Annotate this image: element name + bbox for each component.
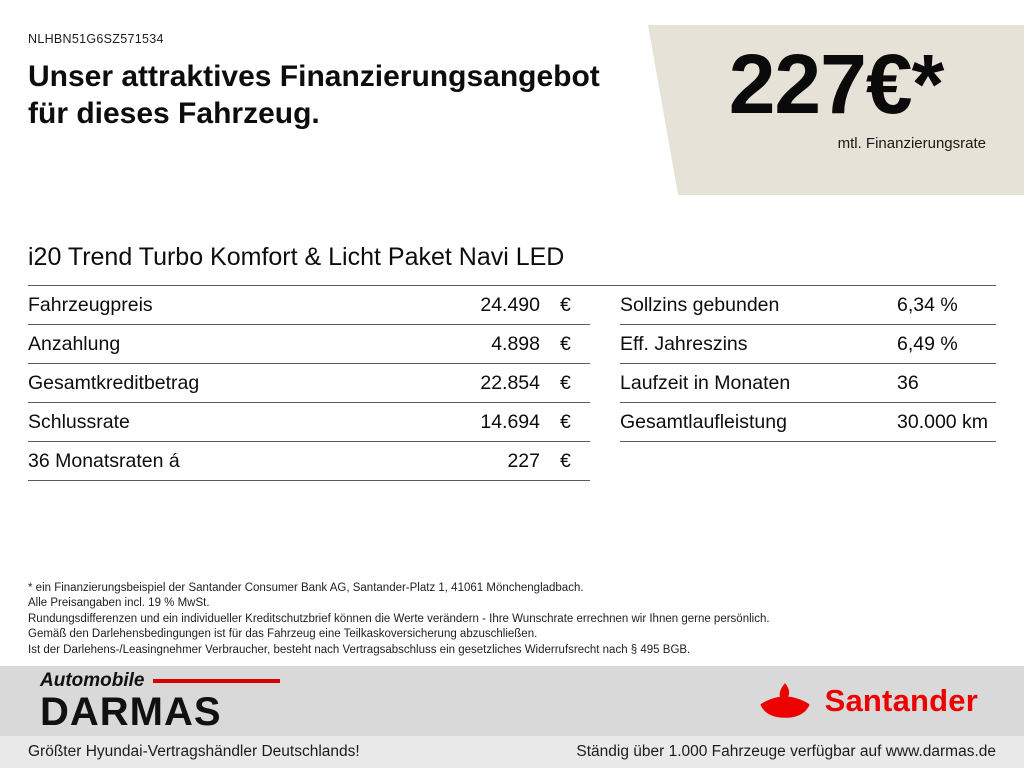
santander-logo: Santander [757, 682, 978, 720]
vin-number: NLHBN51G6SZ571534 [28, 32, 164, 46]
offer-headline-line2: für dieses Fahrzeug. [28, 97, 320, 130]
finance-row-gesamtkreditbetrag: Gesamtkreditbetrag 22.854 € [28, 364, 590, 403]
finance-row-schlussrate: Schlussrate 14.694 € [28, 403, 590, 442]
santander-flame-icon [760, 683, 810, 718]
finance-table-right-column: Sollzins gebunden 6,34 % Eff. Jahreszins… [620, 286, 996, 481]
vehicle-title: i20 Trend Turbo Komfort & Licht Paket Na… [28, 243, 996, 286]
finance-value: 14.694 [480, 410, 540, 433]
finance-row-anzahlung: Anzahlung 4.898 € [28, 325, 590, 364]
darmas-logo: Automobile DARMAS [40, 670, 280, 732]
finance-row-jahreszins: Eff. Jahreszins 6,49 % [620, 325, 996, 364]
finance-value: 4.898 [491, 332, 540, 355]
finance-label: Eff. Jahreszins [620, 332, 748, 355]
monthly-rate-caption: mtl. Finanzierungsrate [837, 135, 986, 152]
finance-table-left-column: Fahrzeugpreis 24.490 € Anzahlung 4.898 €… [28, 286, 590, 481]
dealer-tagline: Größter Hyundai-Vertragshändler Deutschl… [28, 743, 360, 760]
monthly-rate-box: 227€* mtl. Finanzierungsrate [648, 25, 1024, 195]
finance-label: Fahrzeugpreis [28, 293, 153, 316]
finance-value: 22.854 [480, 371, 540, 394]
darmas-logo-automobile: Automobile [40, 670, 145, 691]
darmas-logo-top: Automobile [40, 670, 280, 692]
disclaimer-line: Ist der Darlehens-/Leasingnehmer Verbrau… [28, 643, 691, 656]
offer-headline: Unser attraktives Finanzierungsangebot f… [28, 58, 648, 132]
finance-row-monatsraten: 36 Monatsraten á 227 € [28, 442, 590, 481]
finance-unit: € [560, 293, 571, 316]
finance-value: 6,34 % [897, 293, 958, 316]
finance-row-sollzins: Sollzins gebunden 6,34 % [620, 286, 996, 325]
finance-label: Gesamtkreditbetrag [28, 371, 200, 394]
finance-label: 36 Monatsraten á [28, 449, 180, 472]
finance-unit: € [560, 332, 571, 355]
finance-row-fahrzeugpreis: Fahrzeugpreis 24.490 € [28, 286, 590, 325]
offer-headline-line1: Unser attraktives Finanzierungsangebot [28, 60, 600, 93]
finance-label: Sollzins gebunden [620, 293, 780, 316]
disclaimer-text: * ein Finanzierungsbeispiel der Santande… [28, 581, 996, 658]
finance-table: Fahrzeugpreis 24.490 € Anzahlung 4.898 €… [28, 286, 996, 481]
finance-row-laufzeit: Laufzeit in Monaten 36 [620, 364, 996, 403]
finance-value: 227 [507, 449, 540, 472]
santander-wordmark: Santander [824, 683, 978, 718]
disclaimer-line: * ein Finanzierungsbeispiel der Santande… [28, 582, 584, 594]
finance-value: 6,49 % [897, 332, 958, 355]
finance-value: 30.000 km [897, 410, 989, 433]
finance-label: Anzahlung [28, 332, 121, 355]
finance-value: 24.490 [480, 293, 540, 316]
finance-label: Gesamtlaufleistung [620, 410, 787, 433]
footer-logo-band: Automobile DARMAS Santander [0, 666, 1024, 736]
finance-value: 36 [897, 371, 919, 394]
darmas-logo-wordmark: DARMAS [40, 690, 222, 734]
finance-unit: € [560, 371, 571, 394]
disclaimer-line: Alle Preisangaben incl. 19 % MwSt. [28, 597, 210, 610]
disclaimer-line: Rundungsdifferenzen und ein individuelle… [28, 612, 770, 625]
finance-row-gesamtlaufleistung: Gesamtlaufleistung 30.000 km [620, 403, 996, 442]
finance-label: Schlussrate [28, 410, 130, 433]
finance-unit: € [560, 410, 571, 433]
disclaimer-line: Gemäß den Darlehensbedingungen ist für d… [28, 628, 538, 641]
availability-tagline: Ständig über 1.000 Fahrzeuge verfügbar a… [576, 743, 996, 760]
darmas-red-line [152, 679, 280, 683]
monthly-rate-value: 227€* [728, 37, 945, 131]
finance-unit: € [560, 449, 571, 472]
footer-tagline-strip: Größter Hyundai-Vertragshändler Deutschl… [0, 736, 1024, 768]
finance-label: Laufzeit in Monaten [620, 371, 791, 394]
